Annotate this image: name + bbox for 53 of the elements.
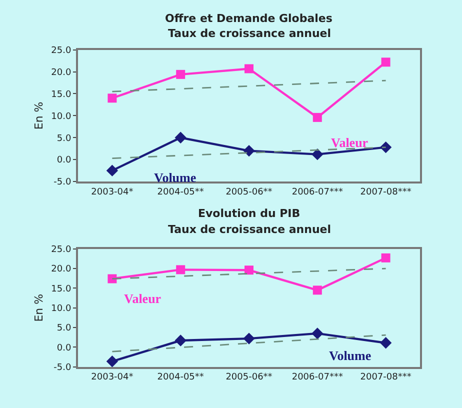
point (176, 265, 186, 274)
y-tick-label: 0.0 (56, 156, 72, 166)
point (243, 144, 255, 157)
series-label: Volume (154, 170, 196, 185)
point (312, 286, 322, 295)
chart-subtitle: Taux de croissance annuel (168, 27, 332, 40)
x-tick-label: 2003-04* (91, 372, 134, 383)
point (312, 328, 324, 340)
x-tick-label: 2004-05** (157, 187, 204, 198)
x-tick-label: 2006-07*** (292, 372, 344, 383)
y-tick-label: 5.0 (56, 134, 72, 144)
y-tick-label: 20.0 (51, 264, 72, 275)
point (243, 332, 255, 344)
x-tick-label: 2007-08*** (360, 372, 412, 383)
chart-title: Offre et Demande Globales (165, 12, 333, 25)
point (244, 64, 254, 74)
x-tick-label: 2006-07*** (292, 187, 344, 198)
y-tick-label: 10.0 (51, 112, 72, 122)
chart-title: Evolution du PIB (198, 207, 300, 220)
x-tick-label: 2005-06** (226, 372, 273, 383)
point (106, 356, 118, 368)
y-tick-label: 15.0 (51, 90, 72, 100)
point (106, 164, 118, 176)
y-axis-title: En % (32, 102, 46, 130)
chart-subtitle: Taux de croissance annuel (168, 223, 332, 236)
y-tick-label: 25.0 (51, 46, 72, 56)
y-tick-label: 20.0 (51, 68, 72, 78)
y-tick-label: 25.0 (51, 245, 72, 255)
point (176, 70, 186, 79)
x-tick-label: 2003-04* (91, 187, 134, 198)
y-tick-label: 5.0 (56, 324, 72, 334)
x-tick-label: 2005-06** (226, 187, 273, 198)
point (174, 334, 186, 346)
point (312, 112, 322, 122)
point (108, 94, 117, 103)
x-tick-label: 2004-05** (157, 372, 204, 383)
point (108, 274, 117, 284)
y-tick-label: 0.0 (56, 343, 72, 354)
y-axis-title: En % (32, 294, 46, 322)
y-tick-label: -5.0 (54, 363, 72, 374)
x-tick-label: 2007-08*** (360, 187, 412, 198)
y-tick-label: -5.0 (54, 178, 72, 188)
y-tick-label: 10.0 (51, 304, 72, 314)
point (174, 132, 186, 144)
series-label: Valeur (331, 135, 368, 150)
series-label: Valeur (124, 291, 162, 306)
point (380, 337, 392, 349)
series-label: Volume (329, 348, 372, 363)
point (244, 266, 254, 275)
point (381, 58, 390, 67)
point (312, 148, 324, 160)
y-tick-label: 15.0 (51, 284, 72, 294)
point (381, 253, 390, 262)
